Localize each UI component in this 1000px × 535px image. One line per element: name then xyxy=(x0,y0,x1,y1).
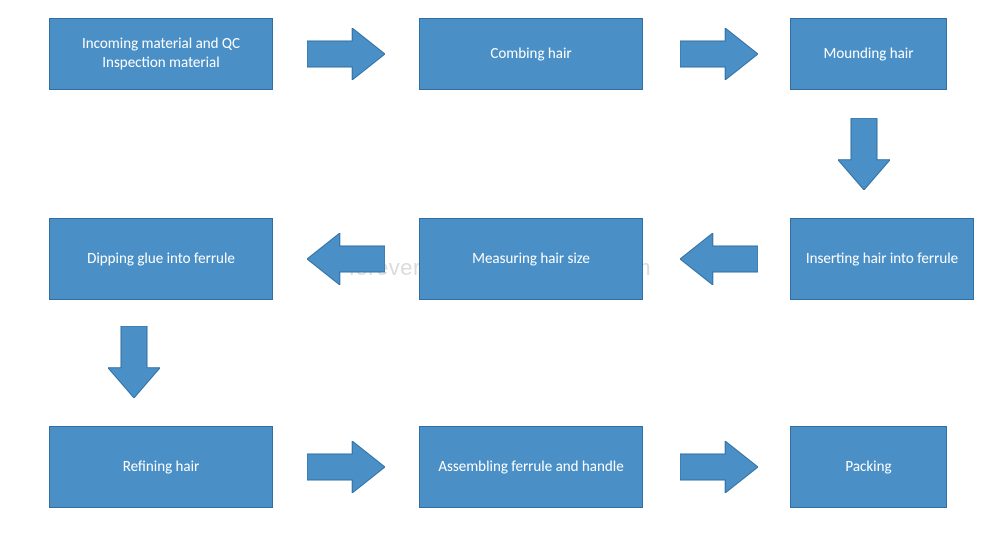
flow-arrow-a6 xyxy=(108,326,160,398)
flow-arrow-a2 xyxy=(680,28,758,80)
flow-arrow-a3 xyxy=(838,118,890,190)
flow-node-n2: Combing hair xyxy=(419,18,643,90)
flow-arrow-a4 xyxy=(680,233,758,285)
flowchart-canvas: foreverbeauty.en.alibaba.com Incoming ma… xyxy=(0,0,1000,535)
flow-arrow-a1 xyxy=(307,28,385,80)
flow-node-n4: Inserting hair into ferrule xyxy=(790,218,974,300)
flow-node-n5: Measuring hair size xyxy=(419,218,643,300)
flow-node-n9: Packing xyxy=(790,426,947,508)
flow-arrow-a5 xyxy=(307,233,385,285)
flow-node-n7: Refining hair xyxy=(49,426,273,508)
flow-node-n3: Mounding hair xyxy=(790,18,947,90)
flow-node-n8: Assembling ferrule and handle xyxy=(419,426,643,508)
flow-arrow-a7 xyxy=(307,441,385,493)
flow-node-n1: Incoming material and QC Inspection mate… xyxy=(49,18,273,90)
flow-node-n6: Dipping glue into ferrule xyxy=(49,218,273,300)
flow-arrow-a8 xyxy=(680,441,758,493)
